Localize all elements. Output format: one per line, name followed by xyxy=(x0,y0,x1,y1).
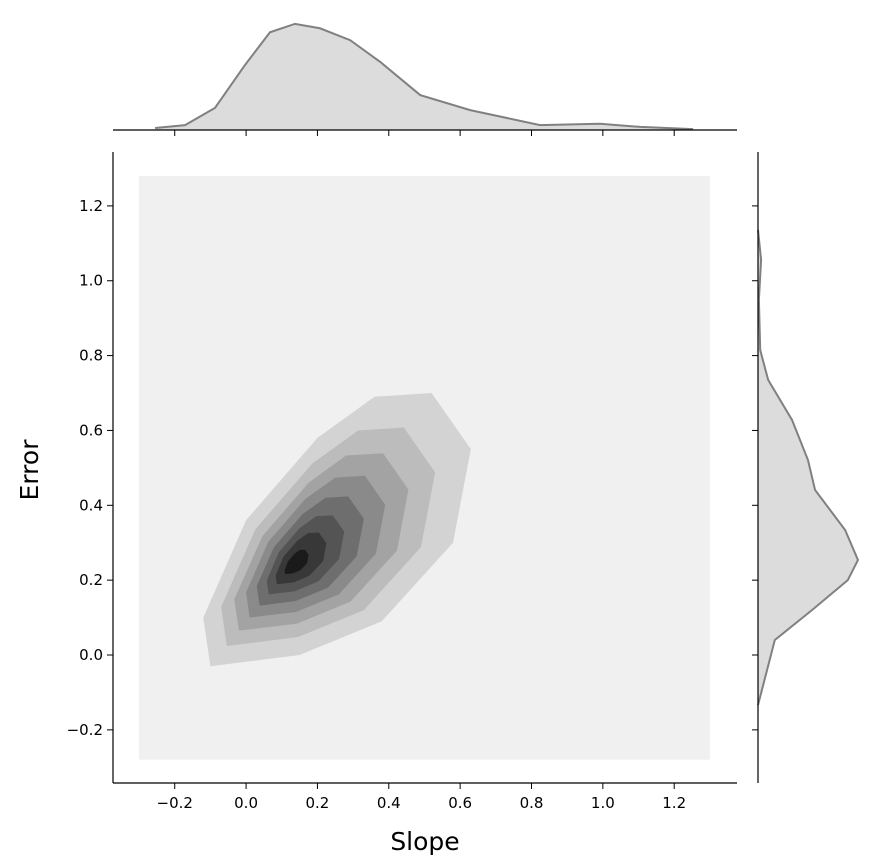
x-tick-label: 0.2 xyxy=(306,794,330,812)
x-tick-label: 0.0 xyxy=(234,794,258,812)
x-tick-label: 0.6 xyxy=(448,794,472,812)
marginal-x-area xyxy=(155,23,694,130)
y-tick-label: 0.6 xyxy=(79,421,103,439)
x-axis-label: Slope xyxy=(390,827,459,856)
y-tick-label: 0.4 xyxy=(79,496,103,514)
x-tick-label: 1.0 xyxy=(591,794,615,812)
y-tick-label: 1.2 xyxy=(79,197,103,215)
y-tick-label: 0.0 xyxy=(79,646,103,664)
x-tick-label: 0.8 xyxy=(520,794,544,812)
y-tick-label: 1.0 xyxy=(79,272,103,290)
x-tick-label: 1.2 xyxy=(662,794,686,812)
contour xyxy=(284,549,309,575)
y-tick-label: 0.8 xyxy=(79,347,103,365)
marginal-y-area xyxy=(758,229,858,706)
y-tick-label: −0.2 xyxy=(67,721,103,739)
x-tick-label: 0.4 xyxy=(377,794,401,812)
marginal-x-line xyxy=(155,22,694,131)
y-tick-label: 0.2 xyxy=(79,571,103,589)
y-axis-label: Error xyxy=(15,439,44,501)
marginal-y-line xyxy=(757,229,860,706)
x-tick-label: −0.2 xyxy=(157,794,193,812)
